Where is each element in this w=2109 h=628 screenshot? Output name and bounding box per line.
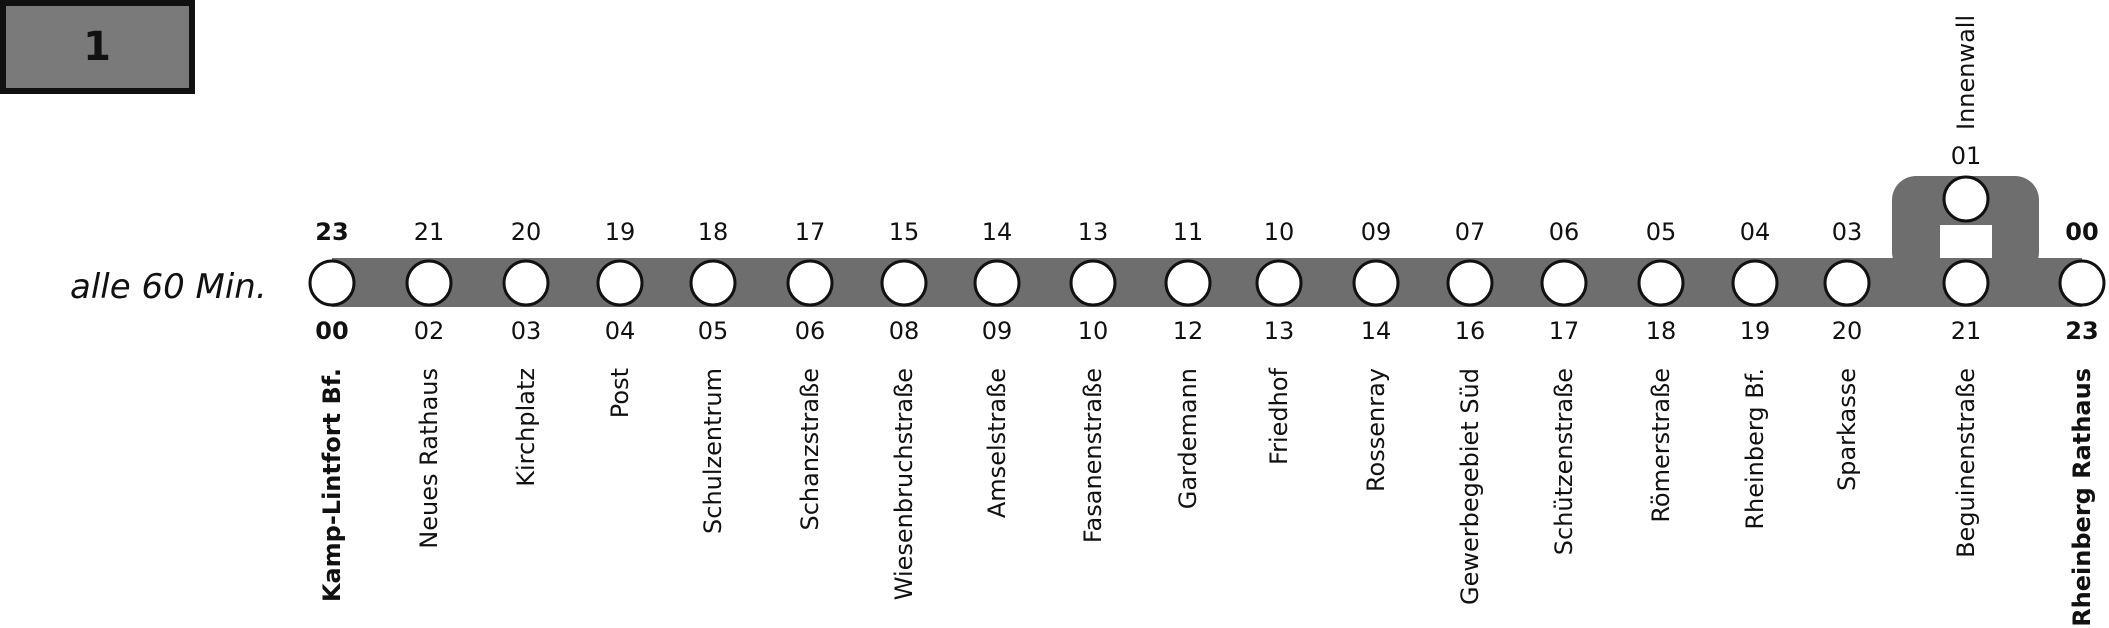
stop (1823, 259, 1871, 307)
stop (1540, 259, 1588, 307)
time-above: 00 (2065, 218, 2098, 246)
stop (502, 259, 550, 307)
stop-name: Gewerbegebiet Süd (1456, 368, 1484, 605)
time-above: 13 (1078, 218, 1109, 246)
stop-name: Schanzstraße (796, 368, 824, 531)
time-above: 18 (698, 218, 729, 246)
time-below: 03 (511, 317, 542, 345)
time-above: 10 (1264, 218, 1295, 246)
stop (1352, 259, 1400, 307)
line-number: 1 (83, 24, 111, 70)
stop-name: Schützenstraße (1550, 368, 1578, 555)
stop-name: Rheinberg Rathaus (2068, 368, 2096, 627)
branch-time: 01 (1951, 142, 1982, 170)
stop-name: Post (606, 368, 634, 418)
time-below: 04 (605, 317, 636, 345)
time-above: 15 (889, 218, 920, 246)
stop (596, 259, 644, 307)
time-above: 03 (1832, 218, 1863, 246)
time-below: 09 (982, 317, 1013, 345)
time-above: 04 (1740, 218, 1771, 246)
stop (308, 259, 356, 307)
time-below: 13 (1264, 317, 1295, 345)
time-below: 05 (698, 317, 729, 345)
time-below: 17 (1549, 317, 1580, 345)
stop-name: Rheinberg Bf. (1741, 368, 1769, 530)
stop (405, 259, 453, 307)
frequency: alle 60 Min. (70, 267, 267, 307)
stop-name: Wiesenbruchstraße (890, 368, 918, 600)
stop-name: Schulzentrum (699, 368, 727, 534)
time-below: 12 (1173, 317, 1204, 345)
stop (689, 259, 737, 307)
stop (1069, 259, 1117, 307)
stop-name: Friedhof (1265, 367, 1293, 464)
time-below: 21 (1951, 317, 1982, 345)
time-below: 20 (1832, 317, 1863, 345)
branch-name: Innenwall (1952, 15, 1980, 130)
stop-name: Römerstraße (1647, 368, 1675, 523)
stop-name: Gardemann (1174, 368, 1202, 509)
time-above: 19 (605, 218, 636, 246)
time-above: 21 (414, 218, 445, 246)
time-above: 09 (1361, 218, 1392, 246)
time-below: 23 (2065, 317, 2098, 345)
branch-stop (1942, 175, 1990, 223)
stop-name: Kirchplatz (512, 368, 540, 487)
time-below: 00 (315, 317, 348, 345)
time-above: 20 (511, 218, 542, 246)
stop (1637, 259, 1685, 307)
time-below: 16 (1455, 317, 1486, 345)
stop (1731, 259, 1779, 307)
stop (786, 259, 834, 307)
stop (2058, 259, 2106, 307)
stop-name: Fasanenstraße (1079, 368, 1107, 543)
time-below: 08 (889, 317, 920, 345)
time-above: 17 (795, 218, 826, 246)
stop (1446, 259, 1494, 307)
time-below: 19 (1740, 317, 1771, 345)
stop (880, 259, 928, 307)
stop-name: Rossenray (1362, 368, 1390, 492)
stop-name: Kamp-Lintfort Bf. (318, 368, 346, 602)
time-below: 10 (1078, 317, 1109, 345)
time-above: 23 (315, 218, 348, 246)
stop (1255, 259, 1303, 307)
time-below: 18 (1646, 317, 1677, 345)
stop (1164, 259, 1212, 307)
stop-name: Amselstraße (983, 368, 1011, 518)
time-above: 06 (1549, 218, 1580, 246)
stop (1942, 259, 1990, 307)
stop (973, 259, 1021, 307)
time-above: 05 (1646, 218, 1677, 246)
time-above: 07 (1455, 218, 1486, 246)
stop-name: Beguinenstraße (1952, 368, 1980, 558)
time-above: 14 (982, 218, 1013, 246)
time-below: 06 (795, 317, 826, 345)
branch-gap (1940, 225, 1992, 258)
stop-name: Neues Rathaus (415, 368, 443, 549)
stop-name: Sparkasse (1833, 368, 1861, 491)
time-above: 11 (1173, 218, 1204, 246)
line-badge (0, 0, 195, 94)
time-below: 14 (1361, 317, 1392, 345)
time-below: 02 (414, 317, 445, 345)
